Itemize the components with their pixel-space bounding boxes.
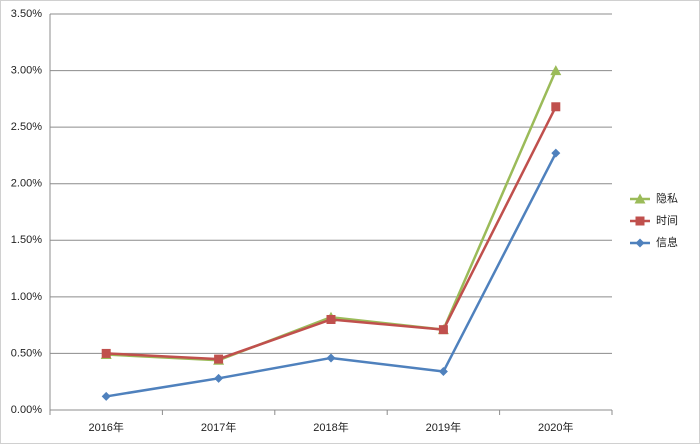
y-tick-label: 1.00% bbox=[11, 291, 42, 303]
marker bbox=[550, 65, 562, 76]
x-tick-label: 2018年 bbox=[313, 420, 348, 434]
x-tick-label: 2020年 bbox=[538, 420, 573, 434]
marker bbox=[214, 373, 224, 383]
marker bbox=[438, 325, 448, 335]
legend-marker bbox=[635, 216, 645, 226]
legend-label: 信息 bbox=[656, 235, 678, 249]
x-tick-label: 2019年 bbox=[426, 420, 461, 434]
y-tick-label: 3.50% bbox=[11, 8, 42, 20]
y-tick-label: 0.00% bbox=[11, 404, 42, 416]
y-tick-label: 2.00% bbox=[11, 178, 42, 190]
marker bbox=[101, 348, 111, 358]
marker bbox=[551, 148, 561, 158]
x-tick-label: 2016年 bbox=[88, 420, 123, 434]
legend-label: 隐私 bbox=[656, 192, 678, 205]
marker bbox=[101, 391, 111, 401]
y-tick-label: 3.00% bbox=[11, 64, 42, 76]
legend-label: 时间 bbox=[656, 214, 678, 227]
y-tick-label: 0.50% bbox=[11, 347, 42, 359]
x-tick-label: 2017年 bbox=[201, 420, 236, 434]
marker bbox=[326, 314, 336, 324]
legend-marker bbox=[634, 193, 646, 204]
marker bbox=[551, 102, 561, 112]
marker bbox=[326, 353, 336, 363]
y-tick-label: 1.50% bbox=[11, 234, 42, 246]
marker bbox=[438, 367, 448, 377]
marker bbox=[214, 354, 224, 364]
legend-marker bbox=[635, 238, 645, 248]
y-tick-label: 2.50% bbox=[11, 121, 42, 133]
